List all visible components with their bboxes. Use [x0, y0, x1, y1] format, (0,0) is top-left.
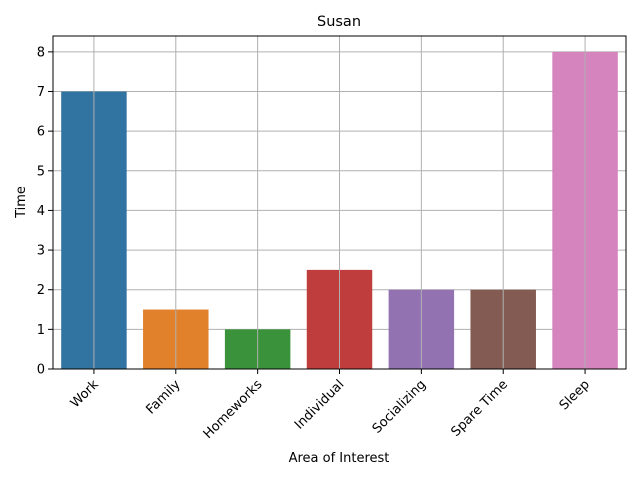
y-tick-label: 8 [37, 45, 45, 60]
y-tick-label: 1 [37, 323, 45, 338]
y-axis-ticks: 0 1 2 3 4 5 6 7 8 [37, 45, 53, 378]
x-axis-title: Area of Interest [289, 451, 390, 466]
y-tick-label: 4 [37, 204, 45, 219]
y-tick-label: 0 [37, 363, 45, 378]
chart-title: Susan [317, 14, 361, 30]
y-tick-label: 2 [37, 283, 45, 298]
y-axis-title: Time [14, 186, 29, 219]
y-tick-label: 6 [37, 125, 45, 140]
y-tick-label: 3 [37, 244, 45, 259]
y-tick-label: 5 [37, 164, 45, 179]
vertical-grid-lines [93, 36, 586, 369]
y-tick-label: 7 [37, 85, 45, 100]
